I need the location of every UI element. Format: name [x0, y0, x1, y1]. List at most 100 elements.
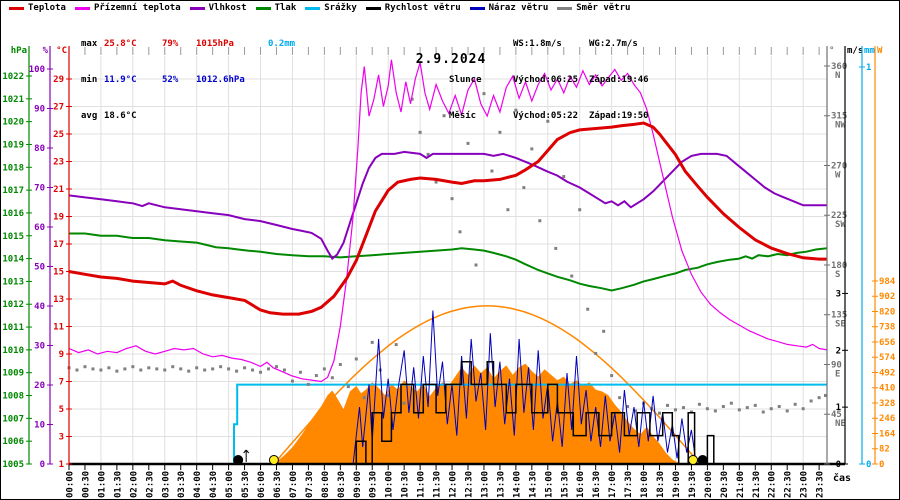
legend-item-Tlak: Tlak [255, 2, 296, 14]
svg-text:90: 90 [34, 105, 45, 115]
svg-text:30: 30 [34, 342, 45, 352]
svg-text:1020: 1020 [2, 118, 24, 128]
svg-text:82: 82 [879, 445, 890, 455]
svg-text:01:30: 01:30 [113, 471, 123, 498]
wind-speed-stat: WS:1.8m/s [513, 39, 562, 49]
legend-label: Vlhkost [208, 3, 247, 13]
series-teplota [68, 121, 828, 316]
svg-text:hPa: hPa [11, 46, 27, 56]
svg-text:°C: °C [56, 46, 67, 56]
legend-swatch-icon [74, 6, 90, 10]
svg-text:17:30: 17:30 [624, 471, 634, 498]
svg-text:02:30: 02:30 [145, 471, 155, 498]
svg-text:15:00: 15:00 [544, 471, 554, 498]
svg-text:13: 13 [53, 295, 64, 305]
svg-text:18:30: 18:30 [656, 471, 666, 498]
svg-text:328: 328 [879, 399, 895, 409]
legend-item-Náraz větru: Náraz větru [469, 2, 549, 14]
svg-text:10:00: 10:00 [385, 471, 395, 498]
legend-row: Teplota Přízemní teplota Vlhkost Tlak Srážky… [9, 2, 630, 14]
svg-text:18:00: 18:00 [640, 471, 650, 498]
svg-text:22:30: 22:30 [784, 471, 794, 498]
svg-text:05:00: 05:00 [225, 471, 235, 498]
axis-m/s: 0 1 2 3 m/s [836, 46, 863, 470]
svg-text:09:30: 09:30 [369, 471, 379, 498]
sun-moon-markers [233, 449, 708, 465]
stat-min-label: min [81, 75, 98, 85]
svg-text:70: 70 [34, 184, 45, 194]
svg-text:656: 656 [879, 338, 895, 348]
legend-label: Náraz větru [488, 3, 549, 13]
svg-text:27: 27 [53, 103, 64, 113]
svg-text:9: 9 [59, 350, 64, 360]
sunrise-time: Východ:06:25 [513, 75, 579, 85]
svg-text:40: 40 [34, 302, 45, 312]
svg-text:5: 5 [59, 405, 64, 415]
svg-text:19:00: 19:00 [672, 471, 682, 498]
svg-text:10: 10 [34, 421, 45, 431]
stats-block-left: max 25.8°C 79% 1015hPa 0.2mm min 11.9°C … [81, 14, 295, 146]
legend-item-Směr větru: Směr větru [557, 2, 630, 14]
svg-text:17:00: 17:00 [608, 471, 618, 498]
stat-min-humidity: 52% [162, 75, 179, 85]
svg-text:22:00: 22:00 [768, 471, 778, 498]
svg-text:09:00: 09:00 [353, 471, 363, 498]
svg-text:1007: 1007 [2, 414, 24, 424]
stats-min-row: min 11.9°C 52% 1012.6hPa [81, 74, 295, 86]
svg-text:00:00: 00:00 [66, 471, 76, 498]
stat-min-temp: 11.9°C [104, 75, 137, 85]
series-vlhkost [68, 150, 828, 261]
legend-item-Teplota: Teplota [9, 2, 66, 14]
svg-text:12:30: 12:30 [465, 471, 475, 498]
svg-text:mm: mm [864, 46, 875, 56]
stat-max-label: max [81, 39, 98, 49]
svg-text:SE: SE [835, 320, 846, 330]
svg-text:0: 0 [866, 460, 871, 470]
svg-text:W: W [877, 46, 883, 56]
svg-text:164: 164 [879, 429, 896, 439]
svg-text:16:30: 16:30 [592, 471, 602, 498]
moonrise-time: Východ:05:22 [513, 111, 579, 121]
svg-text:90: 90 [831, 360, 842, 370]
svg-text:180: 180 [831, 261, 847, 271]
svg-text:902: 902 [879, 292, 895, 302]
svg-text:3: 3 [59, 433, 64, 443]
legend-label: Teplota [28, 3, 66, 13]
svg-text:16:00: 16:00 [576, 471, 586, 498]
svg-text:315: 315 [831, 112, 847, 122]
sun-label: Slunce [449, 75, 482, 85]
stats-avg-row: avg 18.6°C [81, 110, 295, 122]
svg-text:1: 1 [59, 460, 64, 470]
axis-%: 0 10 20 30 40 50 60 70 80 90 100% [29, 46, 53, 470]
svg-text:820: 820 [879, 307, 895, 317]
moon-times-row: Měsíc Východ:05:22 Západ:19:50 [449, 110, 649, 122]
svg-text:08:30: 08:30 [337, 471, 347, 498]
svg-text:14:00: 14:00 [512, 471, 522, 498]
svg-text:12:00: 12:00 [449, 471, 459, 498]
legend-item-Srážky: Srážky [305, 2, 357, 14]
svg-text:17: 17 [53, 240, 64, 250]
stat-max-humidity: 79% [162, 39, 179, 49]
sunset-time: Západ:19:46 [589, 75, 649, 85]
svg-text:07:30: 07:30 [305, 471, 315, 498]
stat-avg-label: avg [81, 111, 98, 121]
svg-text:20:00: 20:00 [704, 471, 714, 498]
legend-swatch-icon [255, 6, 271, 10]
moonset-time: Západ:19:50 [589, 111, 649, 121]
wind-stats-row: WS:1.8m/s WG:2.7m/s [449, 38, 649, 50]
svg-text:11: 11 [53, 323, 64, 333]
svg-text:m/s: m/s [847, 46, 863, 56]
svg-text:29: 29 [53, 75, 64, 85]
svg-text:01:00: 01:00 [97, 471, 107, 498]
chart-title: 2.9.2024 [415, 52, 487, 67]
x-axis-title: čas [833, 472, 851, 484]
svg-text:21: 21 [53, 185, 64, 195]
svg-text:19:30: 19:30 [688, 471, 698, 498]
svg-text:1022: 1022 [2, 72, 24, 82]
svg-text:246: 246 [879, 414, 895, 424]
svg-text:NW: NW [835, 121, 846, 131]
svg-text:0: 0 [40, 460, 45, 470]
svg-text:07:00: 07:00 [289, 471, 299, 498]
svg-text:2: 2 [836, 346, 841, 356]
